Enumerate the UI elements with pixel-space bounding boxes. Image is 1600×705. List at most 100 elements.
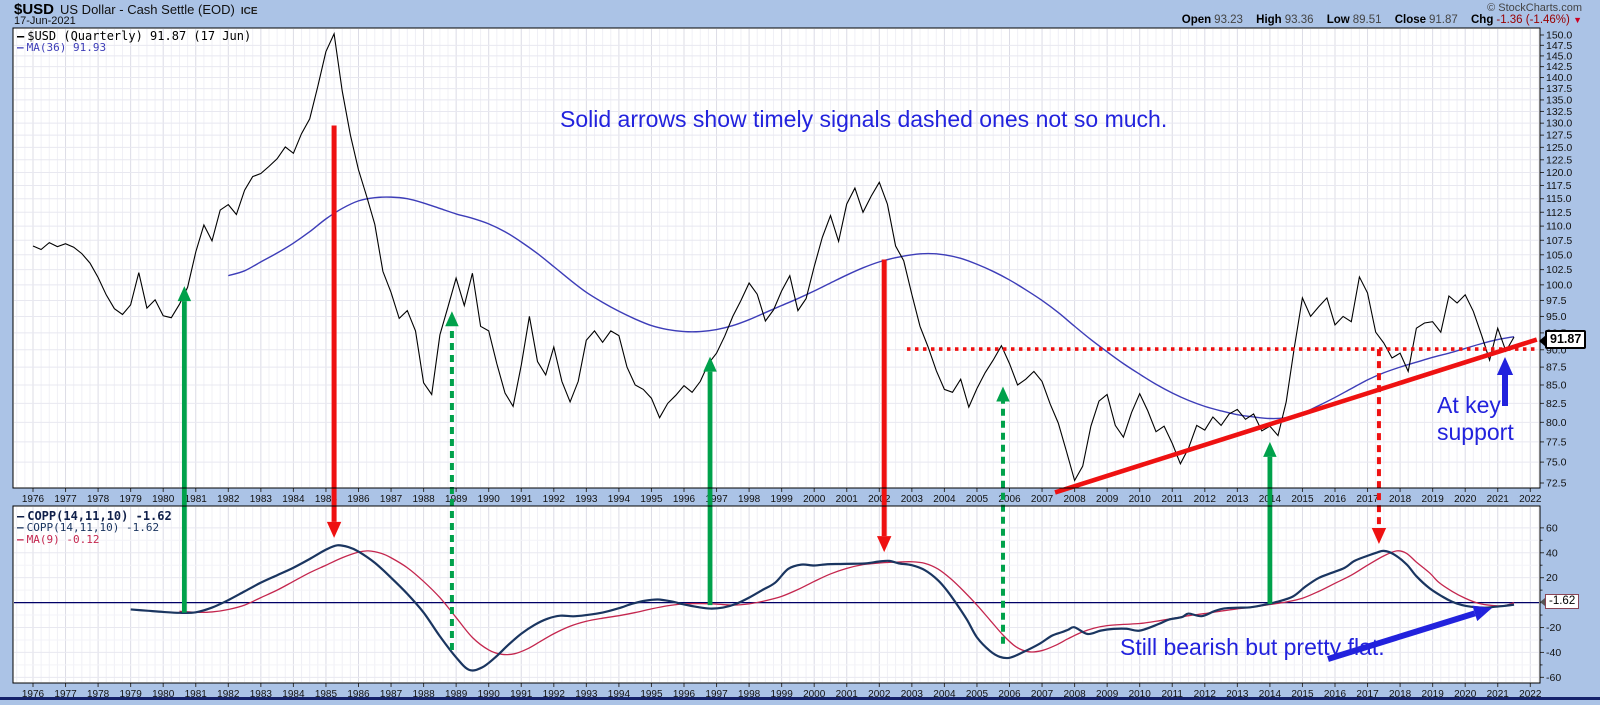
year-label: 1994 [608, 494, 631, 505]
stockcharts-copyright: © StockCharts.com [1487, 2, 1582, 14]
annotation-arrow-note: Solid arrows show timely signals dashed … [560, 106, 1168, 132]
buy-signal-arrow-head [703, 356, 717, 372]
price-panel-legend: — $USD (Quarterly) 91.87 (17 Jun) — MA(36)… [17, 30, 251, 54]
year-label: 1988 [412, 494, 435, 505]
down-triangle-icon: ▼ [1573, 15, 1582, 25]
chart-header: $USD US Dollar - Cash Settle (EOD) ICE [14, 1, 258, 19]
year-label: 2003 [901, 689, 924, 700]
year-label: 2006 [998, 494, 1021, 505]
year-label: 1980 [152, 494, 175, 505]
year-label: 2018 [1389, 689, 1412, 700]
ma9-line [179, 550, 1515, 656]
price-axis-label: 150.0 [1546, 30, 1572, 42]
price-axis-label: 135.0 [1546, 94, 1572, 106]
year-label: 2021 [1487, 689, 1510, 700]
price-axis-label: 127.5 [1546, 130, 1572, 142]
price-axis-label: 112.5 [1546, 207, 1572, 219]
year-label: 1998 [738, 494, 761, 505]
year-label: 1985 [315, 494, 338, 505]
buy-signal-arrow-head [445, 311, 459, 327]
year-label: 1997 [705, 494, 728, 505]
year-label: 2001 [836, 689, 859, 700]
ohlc-readout: Open 93.23 High 93.36 Low 89.51 Close 91.87 … [1172, 14, 1582, 26]
price-axis-label: 75.0 [1546, 457, 1567, 469]
copp-axis-label: -60 [1546, 672, 1561, 684]
year-label: 2008 [1063, 494, 1086, 505]
year-label: 2010 [1129, 494, 1152, 505]
year-label: 1999 [771, 494, 794, 505]
year-label: 1987 [380, 689, 403, 700]
chg-value: -1.36 (-1.46%) [1496, 14, 1570, 26]
price-panel-frame [12, 27, 1541, 489]
copp-axis-label: 60 [1546, 522, 1558, 534]
year-label: 2007 [1031, 689, 1054, 700]
year-label: 2017 [1356, 494, 1379, 505]
year-label: 2020 [1454, 494, 1477, 505]
year-label: 2013 [1226, 689, 1249, 700]
year-label: 2016 [1324, 494, 1347, 505]
year-label: 2007 [1031, 494, 1054, 505]
year-label: 2010 [1129, 689, 1152, 700]
price-axis-label: 115.0 [1546, 193, 1572, 205]
ma36-series-swatch-icon: — [17, 41, 24, 54]
price-axis-label: 122.5 [1546, 154, 1572, 166]
year-label: 1979 [120, 689, 143, 700]
symbol-label: $USD [14, 1, 55, 18]
buy-signal-arrow-head [996, 386, 1010, 402]
annotation-key-support: At key support [1437, 392, 1514, 446]
annotation-blue-arrow-1-shaft [1327, 610, 1476, 662]
year-label: 1988 [412, 689, 435, 700]
year-label: 1976 [22, 494, 45, 505]
buy-signal-arrow-head [177, 286, 192, 302]
year-label: 2002 [868, 494, 891, 505]
price-axis-label: 130.0 [1546, 118, 1572, 130]
year-label: 2009 [1096, 689, 1119, 700]
year-label: 2001 [836, 494, 859, 505]
year-label: 1997 [705, 689, 728, 700]
year-label: 2011 [1161, 494, 1183, 505]
year-label: 2022 [1519, 689, 1542, 700]
year-label: 2000 [803, 689, 826, 700]
year-label: 1983 [250, 494, 273, 505]
copp-axis-label: 40 [1546, 547, 1558, 559]
year-label: 1986 [347, 689, 370, 700]
year-label: 1994 [608, 689, 631, 700]
year-label: 2013 [1226, 494, 1249, 505]
usd-price-line [32, 31, 1515, 482]
copp-axis-label: -20 [1546, 622, 1561, 634]
year-label: 2022 [1519, 494, 1542, 505]
year-label: 2005 [966, 689, 989, 700]
price-axis-label: 107.5 [1546, 235, 1572, 247]
sell-signal-arrow-head [876, 536, 892, 553]
price-axis-label: 72.5 [1546, 478, 1567, 490]
open-value: 93.23 [1214, 14, 1243, 26]
annotation-key-support-line2: support [1437, 419, 1514, 445]
year-label: 1992 [543, 689, 566, 700]
close-label: Close [1394, 14, 1427, 26]
price-axis-label: 142.5 [1546, 61, 1572, 73]
year-label: 2014 [1259, 689, 1282, 700]
year-label: 1987 [380, 494, 403, 505]
year-label: 2012 [1194, 689, 1217, 700]
year-label: 2008 [1063, 689, 1086, 700]
price-axis-label: 80.0 [1546, 417, 1567, 429]
ma9-series-legend: MA(9) -0.12 [26, 533, 100, 546]
year-label: 1993 [575, 689, 598, 700]
year-label: 1990 [478, 689, 501, 700]
copp-title-legend: COPP(14,11,10) -1.62 [27, 509, 172, 523]
copp-axis-label: -40 [1546, 647, 1561, 659]
year-label: 1984 [282, 494, 305, 505]
high-label: High [1256, 14, 1282, 26]
year-label: 1982 [217, 494, 240, 505]
ma36-series-legend: MA(36) 91.93 [26, 41, 107, 54]
year-label: 1993 [575, 494, 598, 505]
year-label: 2011 [1161, 689, 1183, 700]
price-axis-label: 145.0 [1546, 50, 1572, 62]
sell-signal-arrow-head [326, 521, 342, 538]
year-label: 1980 [152, 689, 175, 700]
year-label: 2006 [998, 689, 1021, 700]
chart-date: 17-Jun-2021 [14, 15, 76, 27]
price-axis-label: 110.0 [1546, 221, 1572, 233]
price-axis-label: 147.5 [1546, 40, 1572, 52]
